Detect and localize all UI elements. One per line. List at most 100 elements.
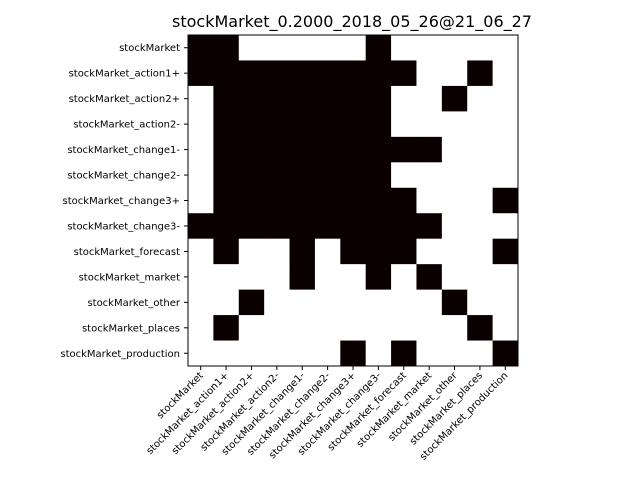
heatmap-cell xyxy=(289,315,316,341)
heatmap-cell xyxy=(467,238,494,265)
heatmap-cell xyxy=(441,340,468,367)
heatmap-cell xyxy=(365,60,392,87)
heatmap-cell xyxy=(188,162,214,189)
heatmap-cell xyxy=(238,238,265,265)
heatmap-cell xyxy=(492,340,519,367)
heatmap-cell xyxy=(264,187,290,214)
heatmap-cell xyxy=(314,213,341,240)
heatmap-cell xyxy=(416,238,443,265)
y-tick-label: stockMarket xyxy=(119,43,180,54)
heatmap-cell xyxy=(467,264,494,291)
heatmap-cell xyxy=(492,238,519,265)
heatmap-cell xyxy=(289,136,316,163)
heatmap-cell xyxy=(441,264,468,291)
heatmap-cell xyxy=(416,60,443,87)
heatmap-cell xyxy=(213,340,240,367)
heatmap-cell xyxy=(314,136,341,163)
heatmap-cell xyxy=(365,111,392,138)
x-axis: stockMarketstockMarket_action1+stockMark… xyxy=(145,366,510,463)
heatmap-cell xyxy=(467,35,494,61)
heatmap-cell xyxy=(492,289,519,316)
heatmap-cell xyxy=(416,213,443,240)
heatmap-cell xyxy=(391,315,417,341)
heatmap-cell xyxy=(289,60,316,87)
heatmap-cell xyxy=(188,213,214,240)
heatmap-cell xyxy=(365,187,392,214)
heatmap-cell xyxy=(314,264,341,291)
heatmap-cell xyxy=(391,264,417,291)
heatmap-cell xyxy=(188,340,214,367)
heatmap-cell xyxy=(289,85,316,112)
heatmap-cell xyxy=(416,315,443,341)
heatmap-cell xyxy=(492,264,519,291)
heatmap-cell xyxy=(213,60,240,87)
heatmap-cell xyxy=(264,162,290,189)
heatmap-cell xyxy=(416,289,443,316)
heatmap-cells xyxy=(188,35,519,367)
heatmap-cell xyxy=(492,85,519,112)
heatmap-cell xyxy=(238,289,265,316)
heatmap-cell xyxy=(365,238,392,265)
heatmap-cell xyxy=(213,264,240,291)
heatmap-cell xyxy=(264,136,290,163)
heatmap-cell xyxy=(213,315,240,341)
heatmap-cell xyxy=(213,85,240,112)
chart-title: stockMarket_0.2000_2018_05_26@21_06_27 xyxy=(172,12,532,32)
heatmap-cell xyxy=(391,111,417,138)
heatmap-cell xyxy=(213,213,240,240)
heatmap-cell xyxy=(492,111,519,138)
heatmap-cell xyxy=(188,136,214,163)
heatmap-cell xyxy=(492,213,519,240)
heatmap-cell xyxy=(188,264,214,291)
heatmap-cell xyxy=(391,340,417,367)
y-tick-label: stockMarket_other xyxy=(87,298,180,309)
heatmap-cell xyxy=(441,162,468,189)
heatmap-cell xyxy=(441,289,468,316)
heatmap-cell xyxy=(365,264,392,291)
heatmap-cell xyxy=(213,238,240,265)
heatmap-cell xyxy=(365,213,392,240)
heatmap-cell xyxy=(391,187,417,214)
heatmap-cell xyxy=(213,35,240,61)
heatmap-cell xyxy=(289,111,316,138)
heatmap-cell xyxy=(188,187,214,214)
heatmap-cell xyxy=(264,315,290,341)
y-tick-label: stockMarket_market xyxy=(79,272,180,283)
y-tick-label: stockMarket_places xyxy=(82,323,180,334)
heatmap-cell xyxy=(391,238,417,265)
heatmap-cell xyxy=(188,238,214,265)
heatmap-cell xyxy=(264,340,290,367)
heatmap-cell xyxy=(365,340,392,367)
heatmap-cell xyxy=(340,340,367,367)
heatmap-cell xyxy=(314,111,341,138)
heatmap-cell xyxy=(441,213,468,240)
heatmap-cell xyxy=(238,60,265,87)
heatmap-cell xyxy=(441,35,468,61)
heatmap-cell xyxy=(289,264,316,291)
heatmap-cell xyxy=(188,35,214,61)
heatmap-cell xyxy=(416,85,443,112)
heatmap-cell xyxy=(416,111,443,138)
heatmap-cell xyxy=(264,264,290,291)
heatmap-cell xyxy=(467,315,494,341)
heatmap-cell xyxy=(441,60,468,87)
heatmap-cell xyxy=(188,289,214,316)
heatmap-cell xyxy=(365,315,392,341)
heatmap-cell xyxy=(314,315,341,341)
heatmap-cell xyxy=(314,35,341,61)
heatmap-cell xyxy=(467,136,494,163)
heatmap-cell xyxy=(492,136,519,163)
heatmap-cell xyxy=(365,85,392,112)
heatmap-cell xyxy=(391,289,417,316)
heatmap-cell xyxy=(238,340,265,367)
y-tick-label: stockMarket_action2- xyxy=(73,120,180,131)
heatmap-cell xyxy=(314,187,341,214)
heatmap-cell xyxy=(188,60,214,87)
heatmap-cell xyxy=(314,85,341,112)
heatmap-cell xyxy=(492,60,519,87)
heatmap-cell xyxy=(467,85,494,112)
y-tick-label: stockMarket_action2+ xyxy=(69,94,180,105)
heatmap-cell xyxy=(188,85,214,112)
heatmap-cell xyxy=(238,264,265,291)
heatmap-cell xyxy=(264,213,290,240)
